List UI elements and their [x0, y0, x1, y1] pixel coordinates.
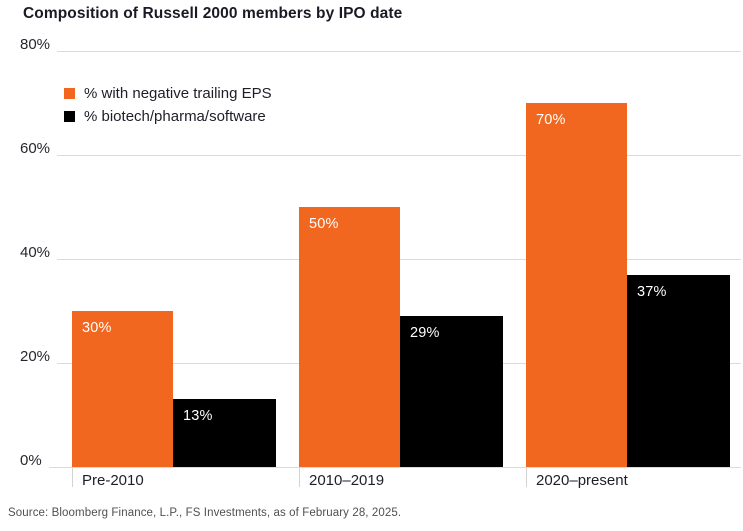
bar-negative-eps-1: 30%: [72, 311, 173, 467]
y-gridline-0: 0%: [20, 450, 741, 468]
gridline: [57, 155, 741, 156]
y-axis-label: 20%: [20, 348, 51, 365]
y-axis-label: 0%: [20, 452, 42, 469]
legend-item-negative-eps: % with negative trailing EPS: [64, 82, 272, 104]
bar-biotech-2: 29%: [400, 316, 503, 467]
legend-item-biotech: % biotech/pharma/software: [64, 105, 272, 127]
source-note: Source: Bloomberg Finance, L.P., FS Inve…: [8, 507, 402, 519]
x-axis-label-3: 2020–present: [536, 472, 628, 489]
gridline: [48, 467, 741, 468]
legend-label-negative-eps: % with negative trailing EPS: [84, 84, 272, 102]
bar-biotech-1: 13%: [173, 399, 276, 467]
y-gridline-80: 80%: [20, 34, 741, 52]
bar-value-label: 13%: [183, 408, 213, 425]
bar-value-label: 30%: [82, 320, 112, 336]
bar-value-label: 29%: [410, 325, 440, 342]
y-axis-label: 60%: [20, 140, 51, 157]
gridline: [57, 51, 741, 52]
chart-title: Composition of Russell 2000 members by I…: [23, 5, 403, 22]
bar-biotech-3: 37%: [627, 274, 730, 467]
x-axis-label-2: 2010–2019: [309, 472, 385, 489]
legend-swatch-black-icon: [64, 110, 75, 122]
y-axis-label: 40%: [20, 244, 51, 261]
y-gridline-60: 60%: [20, 138, 741, 156]
legend-label-biotech: % biotech/pharma/software: [84, 107, 266, 125]
y-axis-label: 80%: [20, 36, 51, 53]
bar-value-label: 70%: [536, 112, 566, 128]
x-axis-label-1: Pre-2010: [82, 472, 144, 489]
bar-negative-eps-3: 70%: [526, 103, 627, 467]
bar-value-label: 50%: [309, 216, 339, 232]
bar-negative-eps-2: 50%: [299, 207, 400, 467]
x-axis-tick: [526, 467, 527, 487]
x-axis-tick: [299, 467, 300, 487]
x-axis-tick: [72, 467, 73, 487]
legend-swatch-orange-icon: [64, 87, 75, 99]
chart-legend: % with negative trailing EPS % biotech/p…: [64, 82, 272, 127]
bar-value-label: 37%: [637, 283, 667, 300]
